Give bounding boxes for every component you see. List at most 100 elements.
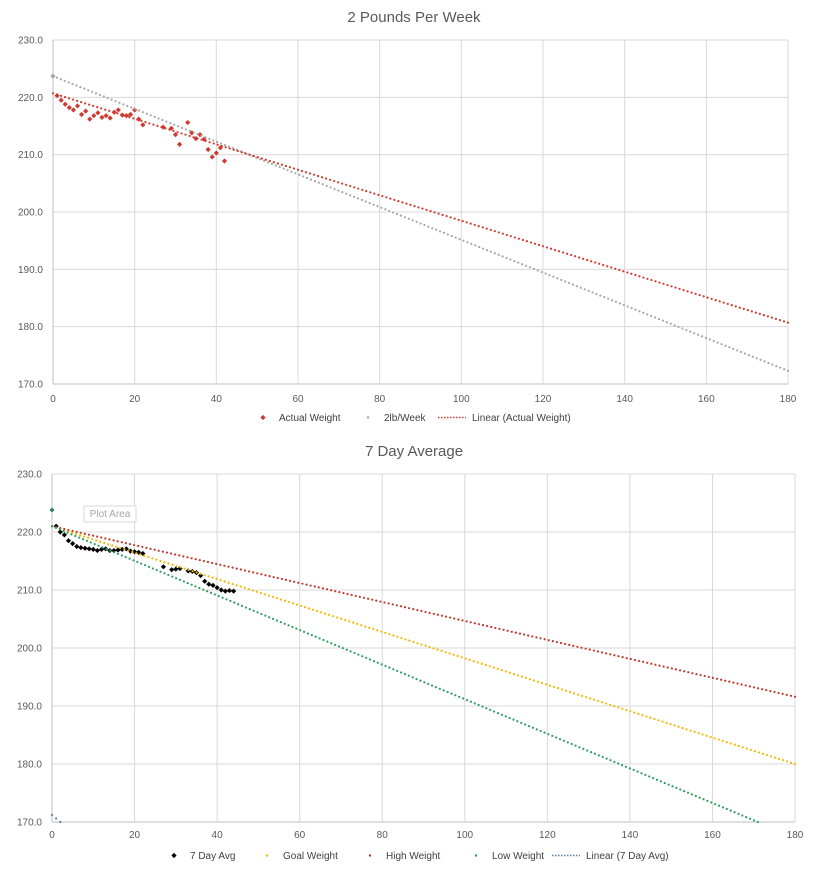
trend-dot — [217, 594, 220, 598]
series-2lb-week[interactable] — [51, 75, 790, 372]
data-point[interactable] — [209, 154, 215, 160]
x-tick-label: 40 — [212, 830, 224, 841]
trend-dot — [240, 604, 244, 607]
data-point[interactable] — [172, 132, 179, 138]
tooltip-box — [83, 505, 137, 523]
legend-item[interactable]: High Weight — [368, 851, 441, 862]
legend-item[interactable]: Actual Weight — [260, 413, 341, 424]
trend-dot — [58, 528, 61, 531]
data-point[interactable] — [206, 581, 212, 587]
data-point[interactable] — [218, 587, 224, 593]
trend-dot — [375, 599, 378, 602]
data-point[interactable] — [78, 111, 85, 118]
data-point[interactable] — [140, 122, 146, 128]
trend-dot — [223, 143, 227, 147]
data-point[interactable] — [198, 572, 204, 579]
data-point[interactable] — [78, 545, 84, 551]
trend-dot — [597, 754, 600, 757]
legend-item[interactable]: Linear (Actual Weight) — [438, 413, 571, 424]
data-point[interactable] — [185, 119, 191, 126]
data-point[interactable] — [90, 546, 96, 552]
trend-dot — [793, 695, 797, 698]
data-point[interactable] — [210, 582, 216, 588]
data-point[interactable] — [169, 567, 175, 573]
data-point[interactable] — [176, 141, 183, 147]
data-point[interactable] — [70, 541, 76, 547]
trend-dot — [517, 237, 521, 240]
trend-dot — [204, 139, 207, 143]
trend-dot — [59, 94, 63, 97]
data-point[interactable] — [231, 588, 237, 594]
data-point[interactable] — [226, 587, 233, 594]
trend-dot — [180, 132, 183, 135]
chart-2-pounds-per-week[interactable]: 2 Pounds Per Week 170.0 180.0 190.0 200.0 210… — [0, 0, 828, 440]
data-point[interactable] — [61, 532, 67, 538]
trend-dot — [173, 123, 176, 126]
data-point[interactable] — [107, 115, 113, 121]
data-point[interactable] — [202, 578, 208, 584]
data-point[interactable] — [62, 101, 68, 107]
series-high-weight[interactable] — [50, 525, 797, 698]
trend-dot — [106, 96, 109, 100]
data-point[interactable] — [86, 546, 92, 552]
trend-dot — [717, 804, 721, 807]
start-point[interactable] — [49, 507, 55, 513]
data-point[interactable] — [65, 538, 72, 544]
data-point[interactable] — [127, 111, 134, 118]
trend-dot — [175, 564, 178, 568]
data-point[interactable] — [173, 566, 179, 572]
trend-dot — [493, 230, 496, 233]
series-goal-weight[interactable] — [50, 525, 797, 766]
plot-area-tooltip: Plot Area — [83, 505, 137, 523]
trend-dot — [578, 256, 581, 259]
data-point[interactable] — [74, 103, 81, 109]
trend-dot — [412, 640, 415, 643]
trend-dot — [268, 575, 271, 578]
data-point[interactable] — [214, 585, 220, 591]
legend-item[interactable]: Low Weight — [474, 851, 544, 862]
data-point[interactable] — [103, 113, 109, 119]
data-point[interactable] — [57, 529, 63, 535]
trend-dot — [333, 187, 336, 191]
data-point[interactable] — [70, 107, 77, 113]
x-tick-label: 40 — [211, 394, 223, 405]
data-point[interactable] — [91, 113, 97, 119]
data-point[interactable] — [82, 545, 88, 551]
trend-dot — [313, 585, 316, 588]
data-point[interactable] — [66, 105, 72, 111]
start-point[interactable] — [50, 73, 56, 79]
data-point[interactable] — [136, 549, 142, 555]
series-linear-7-day-avg[interactable] — [50, 813, 62, 824]
data-point[interactable] — [58, 97, 64, 103]
data-point[interactable] — [123, 113, 130, 119]
data-point[interactable] — [213, 150, 219, 156]
data-point[interactable] — [94, 547, 101, 554]
trend-dot — [618, 268, 621, 272]
data-point[interactable] — [115, 107, 121, 113]
data-point[interactable] — [160, 564, 167, 570]
series-linear-actual-weight[interactable] — [51, 92, 790, 324]
data-point[interactable] — [83, 108, 89, 114]
data-point[interactable] — [221, 158, 228, 164]
chart-7-day-average[interactable]: 7 Day Average 170.0 180.0 190.0 200.0 210.0 22… — [0, 440, 828, 896]
trend-dot — [732, 347, 735, 350]
data-point[interactable] — [99, 114, 105, 120]
trend-dot — [344, 618, 347, 622]
trend-dot — [555, 736, 558, 739]
legend-item[interactable]: Goal Weight — [265, 851, 338, 862]
trend-dot — [163, 561, 166, 564]
series-low-weight[interactable] — [50, 525, 759, 824]
data-point[interactable] — [74, 543, 80, 550]
trend-dot — [384, 664, 387, 668]
data-point[interactable] — [95, 110, 101, 116]
legend-item[interactable]: 2lb/Week — [366, 413, 427, 424]
legend-item[interactable]: Linear (7 Day Avg) — [552, 851, 669, 862]
data-point[interactable] — [111, 547, 117, 554]
trend-dot — [576, 645, 579, 648]
data-point[interactable] — [222, 588, 228, 594]
data-point[interactable] — [87, 116, 93, 122]
data-point[interactable] — [205, 146, 211, 153]
legend-item[interactable]: 7 Day Avg — [171, 851, 235, 862]
series-7-day-avg[interactable] — [53, 523, 237, 594]
series-actual-weight[interactable] — [54, 93, 228, 164]
